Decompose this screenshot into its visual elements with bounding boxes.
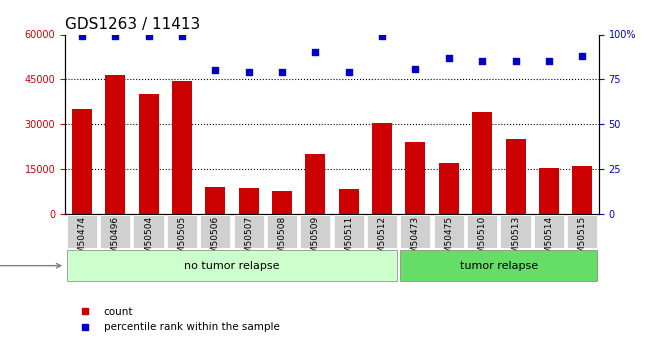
Text: tumor relapse: tumor relapse bbox=[460, 261, 538, 270]
FancyBboxPatch shape bbox=[67, 250, 397, 281]
Text: GSM50510: GSM50510 bbox=[478, 216, 487, 265]
Point bbox=[143, 33, 154, 39]
Text: GSM50508: GSM50508 bbox=[277, 216, 286, 265]
FancyBboxPatch shape bbox=[400, 250, 597, 281]
Text: GSM50509: GSM50509 bbox=[311, 216, 320, 265]
Point bbox=[344, 69, 354, 75]
Point bbox=[577, 53, 587, 59]
Text: no tumor relapse: no tumor relapse bbox=[184, 261, 280, 270]
Text: GSM50506: GSM50506 bbox=[211, 216, 220, 265]
FancyBboxPatch shape bbox=[234, 215, 264, 248]
Text: GDS1263 / 11413: GDS1263 / 11413 bbox=[65, 17, 201, 32]
Text: GSM50512: GSM50512 bbox=[378, 216, 387, 265]
Bar bbox=[205, 187, 225, 214]
Text: GSM50496: GSM50496 bbox=[111, 216, 120, 265]
Bar bbox=[406, 142, 425, 214]
Bar bbox=[238, 188, 258, 214]
FancyBboxPatch shape bbox=[300, 215, 330, 248]
Bar bbox=[272, 190, 292, 214]
Point bbox=[77, 33, 87, 39]
FancyBboxPatch shape bbox=[100, 215, 130, 248]
FancyBboxPatch shape bbox=[201, 215, 230, 248]
Point bbox=[443, 55, 454, 61]
Bar bbox=[539, 168, 559, 214]
Bar bbox=[439, 163, 459, 214]
Text: GSM50511: GSM50511 bbox=[344, 216, 353, 265]
Text: GSM50507: GSM50507 bbox=[244, 216, 253, 265]
FancyBboxPatch shape bbox=[501, 215, 531, 248]
Text: GSM50515: GSM50515 bbox=[577, 216, 587, 265]
Bar bbox=[372, 123, 392, 214]
FancyBboxPatch shape bbox=[534, 215, 564, 248]
Bar bbox=[472, 112, 492, 214]
Bar bbox=[105, 75, 125, 214]
Point bbox=[477, 59, 488, 64]
Point bbox=[110, 33, 120, 39]
Text: GSM50505: GSM50505 bbox=[177, 216, 186, 265]
Point bbox=[243, 69, 254, 75]
Bar bbox=[172, 81, 192, 214]
FancyBboxPatch shape bbox=[567, 215, 597, 248]
FancyBboxPatch shape bbox=[133, 215, 163, 248]
Text: GSM50475: GSM50475 bbox=[444, 216, 453, 265]
Point bbox=[310, 50, 320, 55]
Bar bbox=[72, 109, 92, 214]
Bar bbox=[339, 189, 359, 214]
Point bbox=[510, 59, 521, 64]
FancyBboxPatch shape bbox=[167, 215, 197, 248]
Point bbox=[377, 33, 387, 39]
Legend: count, percentile rank within the sample: count, percentile rank within the sample bbox=[70, 303, 284, 336]
FancyBboxPatch shape bbox=[267, 215, 297, 248]
Bar bbox=[505, 139, 525, 214]
Bar bbox=[572, 166, 592, 214]
Text: GSM50513: GSM50513 bbox=[511, 216, 520, 265]
Text: GSM50473: GSM50473 bbox=[411, 216, 420, 265]
Bar bbox=[139, 94, 159, 214]
FancyBboxPatch shape bbox=[400, 215, 430, 248]
Point bbox=[410, 66, 421, 71]
Text: disease state: disease state bbox=[0, 261, 61, 270]
FancyBboxPatch shape bbox=[367, 215, 397, 248]
FancyBboxPatch shape bbox=[334, 215, 364, 248]
Text: GSM50504: GSM50504 bbox=[144, 216, 153, 265]
Text: GSM50514: GSM50514 bbox=[544, 216, 553, 265]
FancyBboxPatch shape bbox=[434, 215, 464, 248]
FancyBboxPatch shape bbox=[467, 215, 497, 248]
Point bbox=[176, 33, 187, 39]
Point bbox=[210, 68, 221, 73]
FancyBboxPatch shape bbox=[67, 215, 97, 248]
Bar bbox=[305, 154, 326, 214]
Text: GSM50474: GSM50474 bbox=[77, 216, 87, 265]
Point bbox=[544, 59, 554, 64]
Point bbox=[277, 69, 287, 75]
